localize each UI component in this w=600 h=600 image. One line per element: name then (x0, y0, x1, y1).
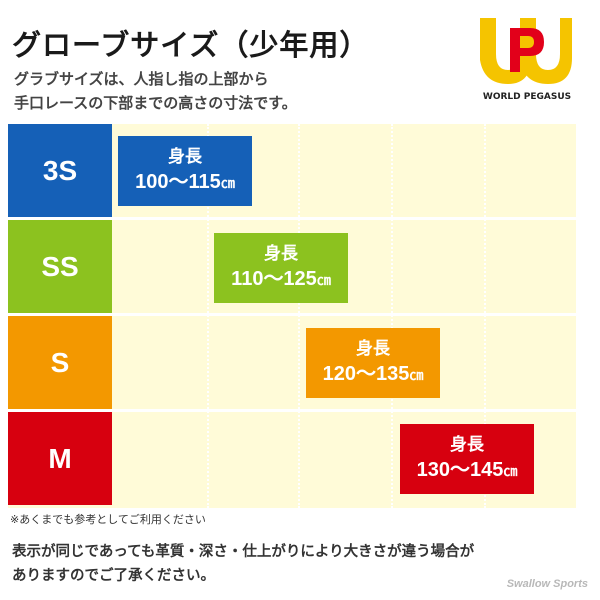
size-row-3s: 3S 身長 100～115㎝ (8, 124, 576, 220)
height-range: 130～145㎝ (416, 458, 518, 481)
page-title: グローブサイズ（少年用） (12, 28, 370, 62)
badge-label: 身長 (264, 243, 298, 264)
reference-note: ※あくまでも参考としてご利用ください (10, 513, 206, 526)
brand-logo-text: WORLD PEGASUS (482, 92, 572, 102)
badge-label: 身長 (168, 146, 202, 167)
description-line-2: 手口レースの下部までの高さの寸法です。 (14, 94, 297, 112)
size-label-m: M (8, 412, 112, 505)
size-label-s: S (8, 316, 112, 409)
size-row-m: M 身長 130～145㎝ (8, 412, 576, 508)
store-watermark: Swallow Sports (506, 578, 588, 590)
size-label-3s: 3S (8, 124, 112, 217)
row-separator (8, 217, 576, 220)
height-badge-m: 身長 130～145㎝ (400, 424, 534, 494)
height-range: 100～115㎝ (135, 170, 235, 193)
size-row-ss: SS 身長 110～125㎝ (8, 220, 576, 316)
brand-logo: WORLD PEGASUS (468, 14, 586, 106)
wp-logo-icon (480, 18, 572, 84)
row-separator (8, 313, 576, 316)
description-line-1: グラブサイズは、人指し指の上部から (14, 70, 269, 88)
disclaimer-line-1: 表示が同じであっても革質・深さ・仕上がりにより大きさが違う場合が (12, 544, 475, 560)
grid-divider (391, 124, 393, 508)
size-chart-grid: 3S 身長 100～115㎝ SS 身長 110～125㎝ S 身長 120～1… (8, 124, 576, 508)
height-badge-s: 身長 120～135㎝ (306, 328, 440, 398)
grid-divider (298, 124, 300, 508)
height-range: 110～125㎝ (231, 267, 331, 290)
size-row-s: S 身長 120～135㎝ (8, 316, 576, 412)
badge-label: 身長 (450, 434, 484, 455)
disclaimer-line-2: ありますのでご了承ください。 (12, 568, 215, 584)
grid-divider (484, 124, 486, 508)
row-separator (8, 409, 576, 412)
size-label-ss: SS (8, 220, 112, 313)
grid-divider (207, 124, 209, 508)
badge-label: 身長 (356, 338, 390, 359)
height-badge-ss: 身長 110～125㎝ (214, 233, 348, 303)
height-range: 120～135㎝ (322, 362, 424, 385)
height-badge-3s: 身長 100～115㎝ (118, 136, 252, 206)
